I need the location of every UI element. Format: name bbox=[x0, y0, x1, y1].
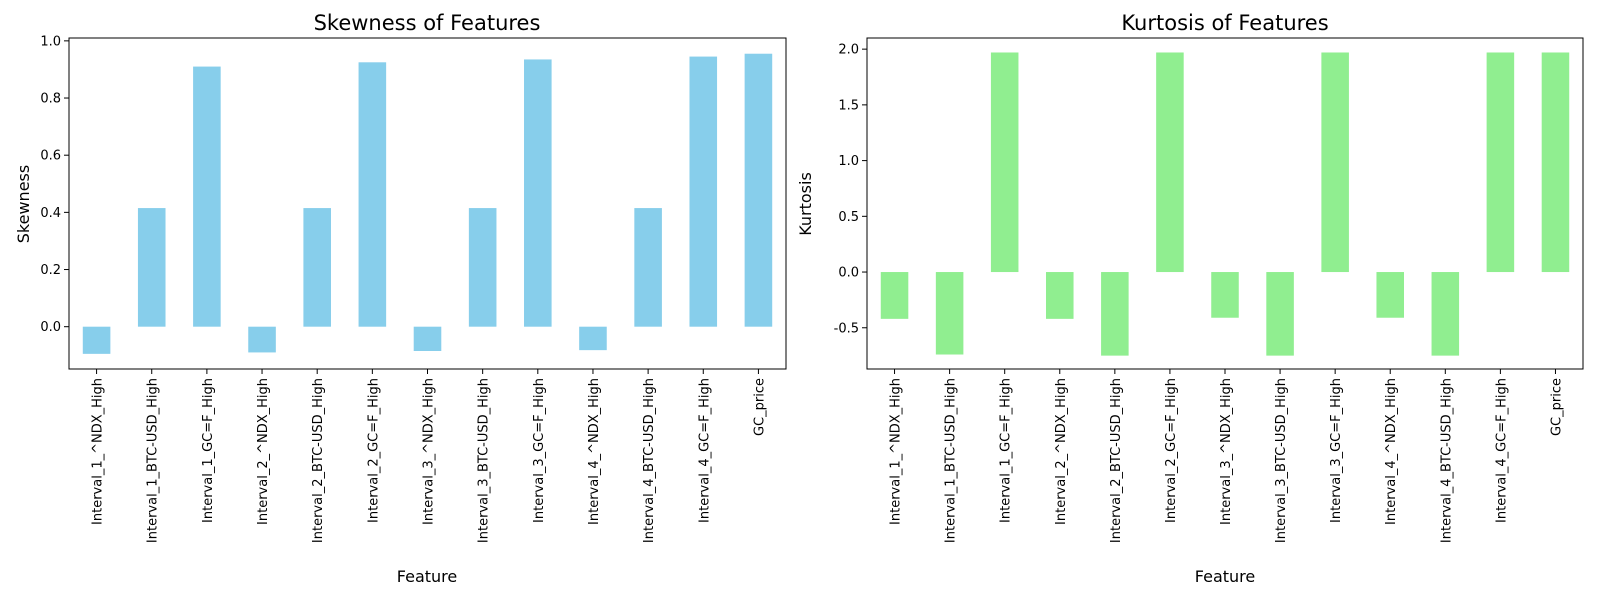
y-tick-label: 0.4 bbox=[40, 206, 61, 221]
x-tick-label: Interval_2_^NDX_High bbox=[1054, 378, 1069, 525]
x-tick-label: Interval_2_BTC-USD_High bbox=[1109, 378, 1124, 543]
y-tick-label: 1.0 bbox=[40, 34, 61, 49]
y-tick-label: 0.0 bbox=[838, 266, 859, 281]
x-tick-label: Interval_2_GC=F_High bbox=[366, 378, 381, 523]
x-tick-label: Interval_4_GC=F_High bbox=[697, 378, 712, 523]
x-tick-label: Interval_1_BTC-USD_High bbox=[944, 378, 959, 543]
y-tick-label: 1.0 bbox=[838, 154, 859, 169]
bar bbox=[1431, 272, 1460, 356]
y-tick-label: 0.2 bbox=[40, 263, 61, 278]
skewness-chart-panel: Skewness of Features Feature Skewness In… bbox=[14, 11, 787, 586]
x-tick-label: Interval_1_^NDX_High bbox=[91, 378, 106, 525]
bars bbox=[880, 52, 1570, 356]
x-tick-label: Interval_3_^NDX_High bbox=[422, 378, 437, 525]
y-tick-label: -0.5 bbox=[834, 321, 859, 336]
bar bbox=[689, 56, 718, 327]
bar bbox=[634, 208, 662, 327]
x-tick-label: Interval_2_GC=F_High bbox=[1164, 378, 1179, 523]
x-tick-label: Interval_1_GC=F_High bbox=[201, 378, 216, 523]
bar bbox=[1211, 272, 1239, 318]
chart-title: Skewness of Features bbox=[314, 11, 541, 35]
x-tick-label: Interval_4_BTC-USD_High bbox=[1439, 378, 1454, 543]
y-tick-label: 1.5 bbox=[838, 98, 859, 113]
bar bbox=[1046, 272, 1074, 319]
bars bbox=[82, 53, 773, 354]
plot-frame bbox=[866, 37, 1584, 370]
bar bbox=[413, 326, 442, 351]
x-tick-label: GC_price bbox=[1549, 378, 1564, 436]
x-tick-label: Interval_2_BTC-USD_High bbox=[311, 378, 326, 543]
plot-frame bbox=[68, 37, 787, 370]
bar bbox=[137, 208, 166, 327]
chart-title: Kurtosis of Features bbox=[1121, 11, 1328, 35]
y-axis-title: Kurtosis bbox=[796, 172, 815, 236]
x-tick-label: Interval_3_GC=F_High bbox=[1329, 378, 1344, 523]
bar bbox=[744, 53, 773, 327]
x-tick-label: Interval_3_GC=F_High bbox=[532, 378, 547, 523]
bar bbox=[990, 52, 1019, 273]
x-axis-title: Feature bbox=[397, 567, 457, 586]
bar bbox=[1486, 52, 1515, 273]
bar bbox=[524, 59, 552, 327]
y-tick-label: 0.8 bbox=[40, 92, 61, 107]
bar bbox=[1266, 272, 1294, 356]
x-tick-label: Interval_3_BTC-USD_High bbox=[1274, 378, 1289, 543]
y-tick-label: 0.6 bbox=[40, 149, 61, 164]
x-tick-label: Interval_4_^NDX_High bbox=[1384, 378, 1399, 525]
bar bbox=[193, 66, 221, 327]
bar bbox=[82, 326, 111, 354]
y-tick-label: 0.5 bbox=[838, 210, 859, 225]
ticks: Interval_1_^NDX_High Interval_1_BTC-USD_H… bbox=[40, 34, 767, 543]
x-tick-label: Interval_4_BTC-USD_High bbox=[642, 378, 657, 543]
x-tick-label: Interval_4_^NDX_High bbox=[587, 378, 602, 525]
x-tick-label: Interval_4_GC=F_High bbox=[1494, 378, 1509, 523]
bar bbox=[1541, 52, 1570, 273]
bar bbox=[1101, 272, 1129, 356]
bar bbox=[1376, 272, 1404, 318]
bar bbox=[935, 272, 964, 355]
y-tick-label: 0.0 bbox=[40, 320, 61, 335]
x-tick-label: Interval_1_BTC-USD_High bbox=[146, 378, 161, 543]
bar bbox=[358, 62, 387, 327]
y-axis-title: Skewness bbox=[14, 165, 33, 243]
x-tick-label: Interval_1_^NDX_High bbox=[889, 378, 904, 525]
x-axis-title: Feature bbox=[1195, 567, 1255, 586]
x-tick-label: Interval_3_^NDX_High bbox=[1219, 378, 1234, 525]
y-tick-label: 2.0 bbox=[838, 43, 859, 58]
ticks: Interval_1_^NDX_High Interval_1_BTC-USD_H… bbox=[834, 43, 1565, 543]
bar bbox=[303, 208, 331, 327]
x-tick-label: Interval_1_GC=F_High bbox=[999, 378, 1014, 523]
bar bbox=[468, 208, 497, 327]
bar bbox=[579, 326, 607, 351]
bar bbox=[880, 272, 909, 319]
bar bbox=[248, 326, 276, 353]
x-tick-label: GC_price bbox=[752, 378, 767, 436]
x-tick-label: Interval_2_^NDX_High bbox=[256, 378, 271, 525]
x-tick-label: Interval_3_BTC-USD_High bbox=[477, 378, 492, 543]
kurtosis-chart-panel: Kurtosis of Features Feature Kurtosis In… bbox=[796, 11, 1584, 586]
bar bbox=[1156, 52, 1184, 273]
bar bbox=[1321, 52, 1349, 273]
